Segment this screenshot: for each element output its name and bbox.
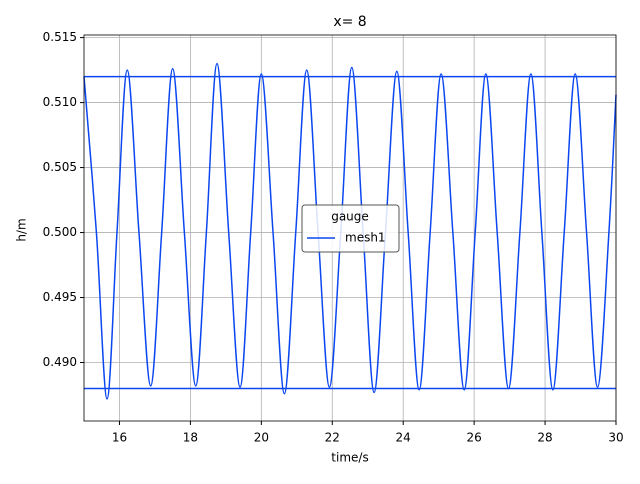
chart-title: x= 8 — [333, 14, 366, 30]
y-tick-label: 0.495 — [43, 290, 77, 304]
x-tick-label: 22 — [325, 431, 340, 445]
x-tick-label: 28 — [537, 431, 552, 445]
legend-label: mesh1 — [345, 231, 386, 245]
y-axis-label: h/m — [15, 218, 29, 241]
x-tick-label: 20 — [254, 431, 269, 445]
y-tick-label: 0.490 — [43, 355, 77, 369]
x-tick-label: 24 — [396, 431, 411, 445]
legend: gauge mesh1 — [301, 204, 400, 253]
y-tick-label: 0.505 — [43, 160, 77, 174]
data-line — [83, 62, 617, 400]
y-tick-label: 0.500 — [43, 225, 77, 239]
x-tick-label: 30 — [608, 431, 623, 445]
legend-box — [301, 204, 400, 253]
y-tick-label: 0.510 — [43, 95, 77, 109]
plot-frame — [83, 34, 617, 422]
y-tick-label: 0.515 — [43, 30, 77, 44]
x-tick-label: 26 — [466, 431, 481, 445]
x-tick-label: 16 — [112, 431, 127, 445]
x-axis-label: time/s — [331, 451, 368, 465]
x-tick-label: 18 — [183, 431, 198, 445]
legend-title: gauge — [331, 210, 369, 224]
